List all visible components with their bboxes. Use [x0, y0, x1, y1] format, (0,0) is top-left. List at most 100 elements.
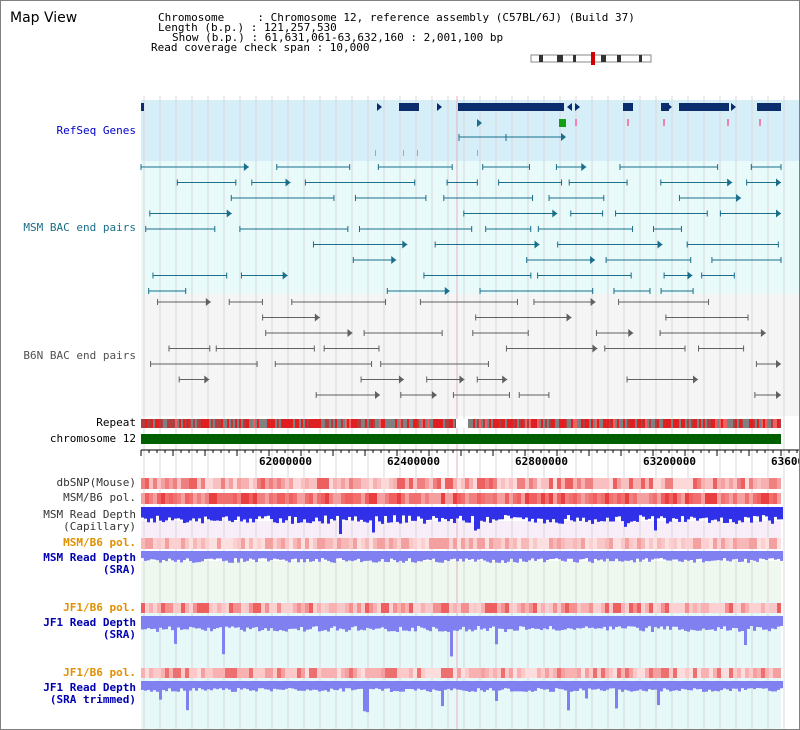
repeat-segment	[279, 419, 281, 428]
track-label-repeat[interactable]: Repeat	[96, 416, 136, 429]
track-label-msm-depth-capillary[interactable]: MSM Read Depth	[43, 508, 136, 521]
repeat-segment	[707, 419, 709, 428]
jf1-trim-depth-bar	[369, 681, 372, 689]
jf1-pol2-strip	[569, 668, 573, 678]
jf1-pol-strip	[689, 603, 693, 613]
dbsnp-strip	[317, 478, 321, 489]
track-label-msm-bac[interactable]: MSM BAC end pairs	[23, 221, 136, 234]
jf1-pol2-strip	[369, 668, 373, 678]
b6n-bac-pair	[347, 329, 353, 337]
repeat-segment	[515, 419, 517, 428]
track-label-msm-pol-2[interactable]: MSM/B6 pol.	[63, 536, 136, 549]
jf1-trim-depth-bar	[420, 681, 423, 690]
msm-pol-strip	[537, 493, 541, 504]
jf1-sra-depth-bar	[294, 616, 297, 629]
jf1-pol2-strip	[373, 668, 377, 678]
msm-pol-strip	[321, 493, 325, 504]
msm-pol2-strip	[213, 538, 217, 549]
jf1-trim-depth-bar	[681, 681, 684, 689]
jf1-sra-depth-bar	[516, 616, 519, 631]
jf1-trim-depth-bar	[633, 681, 636, 692]
jf1-trim-depth-bar	[453, 681, 456, 689]
track-label-jf1-depth-sra[interactable]: JF1 Read Depth	[43, 616, 136, 629]
jf1-trim-depth-bar	[765, 681, 768, 689]
gene-arrow	[627, 103, 632, 111]
jf1-trim-depth-bar	[666, 681, 669, 690]
track-label-b6n-bac[interactable]: B6N BAC end pairs	[23, 349, 136, 362]
jf1-pol2-strip	[525, 668, 529, 678]
jf1-sra-depth-bar	[591, 616, 594, 628]
msm-pol2-strip	[221, 538, 225, 549]
repeat-segment	[751, 419, 753, 428]
track-label-msm-depth-sra[interactable]: MSM Read Depth	[43, 551, 136, 564]
track-label-chromosome[interactable]: chromosome 12	[49, 432, 136, 445]
msm-pol-strip	[593, 493, 597, 504]
dbsnp-strip	[513, 478, 517, 489]
msm-pol2-strip	[173, 538, 177, 549]
jf1-trim-depth-bar	[516, 681, 519, 692]
jf1-trim-depth-bar	[417, 681, 420, 689]
repeat-segment	[315, 419, 317, 428]
msm-cap-depth-bar	[456, 507, 459, 519]
msm-pol-strip	[549, 493, 553, 504]
msm-pol2-strip	[273, 538, 277, 549]
repeat-segment	[403, 419, 405, 428]
msm-cap-depth-bar	[753, 507, 756, 516]
msm-cap-depth-bar	[690, 507, 693, 517]
msm-sra-depth-bar	[645, 551, 648, 559]
msm-pol2-strip	[165, 538, 169, 549]
dbsnp-strip	[717, 478, 721, 489]
jf1-pol-strip	[285, 603, 289, 613]
track-label-refseq[interactable]: RefSeq Genes	[56, 124, 136, 137]
jf1-sra-depth-bar	[462, 616, 465, 627]
repeat-segment	[739, 419, 741, 428]
repeat-segment	[337, 419, 339, 428]
msm-pol-strip	[633, 493, 637, 504]
msm-pol2-strip	[229, 538, 233, 549]
jf1-pol-strip	[449, 603, 453, 613]
msm-pol2-strip	[349, 538, 353, 549]
msm-bac-pair	[736, 194, 742, 202]
dbsnp-strip	[341, 478, 345, 489]
dbsnp-strip	[473, 478, 477, 489]
msm-sra-depth-bar	[756, 551, 759, 562]
msm-pol2-strip	[505, 538, 509, 549]
repeat-segment	[721, 419, 723, 428]
msm-cap-depth-bar	[438, 507, 441, 522]
track-label-jf1-depth-trimmed[interactable]: JF1 Read Depth	[43, 681, 136, 694]
jf1-pol-strip	[513, 603, 517, 613]
repeat-segment	[303, 419, 305, 428]
dbsnp-strip	[301, 478, 305, 489]
repeat-segment	[443, 419, 445, 428]
msm-pol-strip	[177, 493, 181, 504]
msm-pol-strip	[173, 493, 177, 504]
repeat-segment	[541, 419, 543, 428]
msm-cap-depth-bar	[693, 507, 696, 518]
jf1-trim-depth-bar	[435, 681, 438, 691]
track-label-jf1-pol[interactable]: JF1/B6 pol.	[63, 601, 136, 614]
msm-sra-depth-bar	[705, 551, 708, 561]
msm-pol-strip	[169, 493, 173, 504]
jf1-trim-depth-bar	[222, 681, 225, 691]
repeat-segment	[177, 419, 179, 428]
repeat-segment	[633, 419, 635, 428]
dbsnp-strip	[585, 478, 589, 489]
msm-sra-depth-bar	[426, 551, 429, 560]
jf1-pol-strip	[761, 603, 765, 613]
jf1-pol-strip	[697, 603, 701, 613]
repeat-segment	[159, 419, 161, 428]
jf1-trim-depth-bar	[249, 681, 252, 691]
jf1-pol2-strip	[681, 668, 685, 678]
msm-pol-strip	[665, 493, 669, 504]
repeat-segment	[171, 419, 173, 428]
track-label-jf1-pol-2[interactable]: JF1/B6 pol.	[63, 666, 136, 679]
jf1-trim-depth-bar	[573, 681, 576, 691]
jf1-trim-depth-bar	[213, 681, 216, 689]
track-label-dbsnp[interactable]: dbSNP(Mouse)	[56, 476, 136, 489]
repeat-segment	[445, 419, 447, 428]
msm-pol-strip	[729, 493, 733, 504]
jf1-sra-depth-bar	[231, 616, 234, 627]
track-label-msm-pol[interactable]: MSM/B6 pol.	[63, 491, 136, 504]
msm-sra-depth-bar	[438, 551, 441, 563]
